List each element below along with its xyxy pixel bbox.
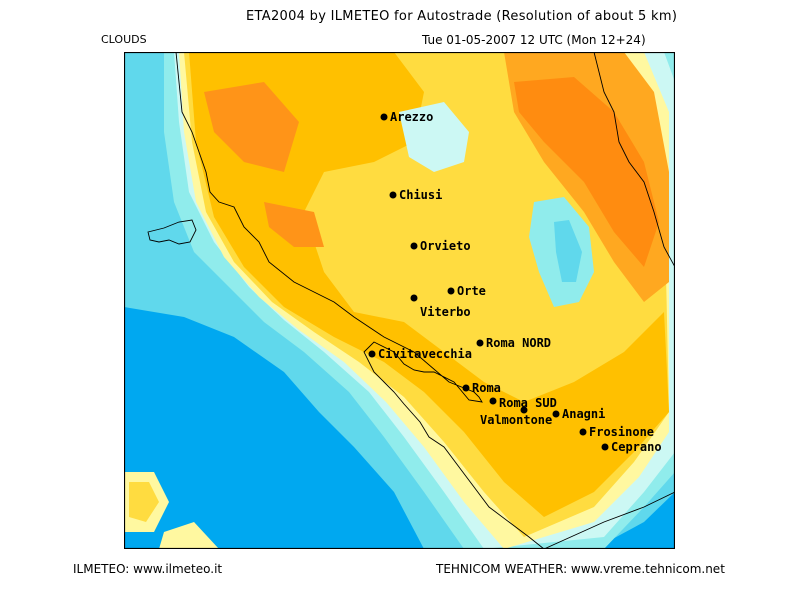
city-label-ceprano: Ceprano	[611, 440, 662, 454]
cloud-band-dark-orange	[514, 77, 659, 267]
city-label-roma: Roma	[472, 381, 501, 395]
city-marker-orte	[447, 287, 455, 295]
cloud-band-very-thin	[399, 102, 469, 172]
city-marker-frosinone	[579, 428, 587, 436]
city-marker-chiusi	[389, 191, 397, 199]
city-label-viterbo: Viterbo	[420, 305, 471, 319]
footer-credit-ilmeteo: ILMETEO: www.ilmeteo.it	[73, 562, 223, 576]
city-marker-valmontone	[520, 406, 528, 414]
city-marker-roma-nord	[476, 339, 484, 347]
city-label-frosinone: Frosinone	[589, 425, 654, 439]
cloud-band-dark-orange	[204, 82, 299, 172]
city-label-orte: Orte	[457, 284, 486, 298]
region-boundary	[593, 52, 675, 268]
city-marker-roma	[462, 384, 470, 392]
city-marker-anagni	[552, 410, 560, 418]
city-marker-arezzo	[380, 113, 388, 121]
map-border	[124, 52, 675, 549]
valid-time-label: Tue 01-05-2007 12 UTC (Mon 12+24)	[422, 33, 646, 47]
weather-map: Arezzo Chiusi Orvieto Orte Viterbo Roma NORD C…	[124, 52, 675, 549]
city-marker-civitavecchia	[368, 350, 376, 358]
cloud-band-light	[554, 220, 582, 282]
region-boundary	[543, 491, 675, 549]
city-label-valmontone: Valmontone	[480, 413, 552, 427]
coastline	[175, 52, 545, 549]
city-marker-ceprano	[601, 443, 609, 451]
city-label-arezzo: Arezzo	[390, 110, 433, 124]
city-marker-roma-sud	[489, 397, 497, 405]
city-label-civitavecchia: Civitavecchia	[378, 347, 472, 361]
map-title: ETA2004 by ILMETEO for Autostrade (Resol…	[246, 9, 678, 24]
city-label-roma-sud: Roma SUD	[499, 396, 557, 410]
island-outline	[147, 219, 197, 245]
city-markers: Arezzo Chiusi Orvieto Orte Viterbo Roma NORD C…	[368, 110, 662, 454]
cloud-band-dark-orange	[264, 202, 324, 247]
cloud-band-orange-yellow	[189, 52, 669, 517]
footer-credit-tehnicom: TEHNICOM WEATHER: www.vreme.tehnicom.net	[436, 562, 725, 576]
cloud-band-pale-yellow	[159, 522, 219, 549]
city-marker-viterbo	[410, 294, 418, 302]
city-label-orvieto: Orvieto	[420, 239, 471, 253]
city-label-anagni: Anagni	[562, 407, 605, 421]
city-label-chiusi: Chiusi	[399, 188, 442, 202]
cloud-band-yellow	[129, 482, 159, 522]
city-label-roma-nord: Roma NORD	[486, 336, 551, 350]
city-marker-orvieto	[410, 242, 418, 250]
field-label: CLOUDS	[101, 33, 147, 46]
